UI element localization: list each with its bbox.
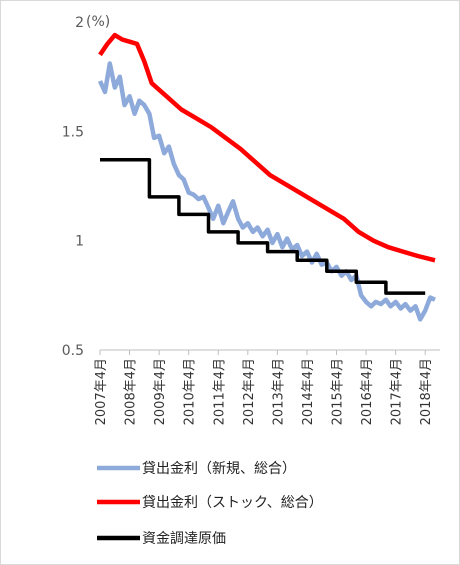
y-tick-label: 1	[75, 234, 84, 250]
x-tick-label: 2007年4月	[94, 358, 109, 425]
y-tick-label: 1.5	[62, 124, 84, 140]
x-axis-ticks: 2007年4月 2008年4月 2009年4月 2010年4月 2011年4月 2012年…	[94, 350, 434, 425]
series-group	[97, 32, 436, 322]
x-tick-label: 2011年4月	[212, 358, 227, 425]
x-tick-label: 2014年4月	[301, 358, 316, 425]
y-axis-ticks: 2 1.5 1 0.5	[62, 15, 84, 359]
x-tick-label: 2013年4月	[271, 358, 286, 425]
x-tick-label: 2010年4月	[183, 358, 198, 425]
legend-label: 資金調達原価	[142, 531, 226, 547]
y-tick-label: 2	[75, 15, 84, 31]
x-tick-label: 2012年4月	[242, 358, 257, 425]
x-tick-label: 2009年4月	[153, 358, 168, 425]
x-tick-label: 2016年4月	[360, 358, 375, 425]
y-tick-label: 0.5	[62, 343, 84, 359]
y-axis-unit-label: (%)	[86, 14, 110, 30]
x-tick-label: 2015年4月	[331, 358, 346, 425]
series-line-funding-cost	[100, 158, 426, 295]
x-tick-label: 2018年4月	[419, 358, 434, 425]
series-line-new-loans	[97, 61, 436, 322]
series-line-stock-loans	[98, 32, 436, 263]
legend-label: 貸出金利（ストック、総合）	[142, 495, 323, 511]
legend: 貸出金利（新規、総合） 貸出金利（ストック、総合） 資金調達原価	[97, 461, 323, 547]
legend-label: 貸出金利（新規、総合）	[142, 461, 296, 477]
x-tick-label: 2008年4月	[124, 358, 139, 425]
x-tick-label: 2017年4月	[390, 358, 405, 425]
